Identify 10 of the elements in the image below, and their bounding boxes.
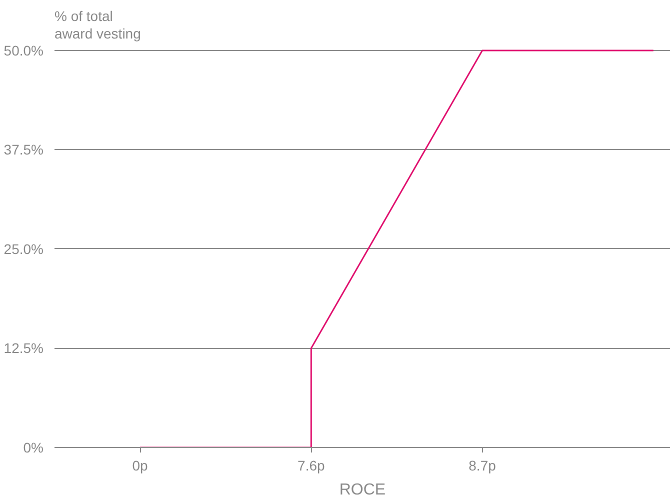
y-tick-label: 37.5% (4, 142, 44, 158)
x-tick-label: 0p (132, 458, 148, 474)
y-tick-label: 50.0% (4, 42, 44, 58)
y-axis-title: % of total award vesting (54, 8, 141, 42)
x-axis-title: ROCE (339, 482, 386, 498)
y-tick-label: 25.0% (4, 240, 44, 257)
y-tick-label: 0% (23, 440, 44, 456)
x-tick-label: 7.6p (298, 458, 326, 474)
y-tick-label: 12.5% (4, 340, 44, 356)
x-tick-label: 8.7p (468, 458, 496, 474)
